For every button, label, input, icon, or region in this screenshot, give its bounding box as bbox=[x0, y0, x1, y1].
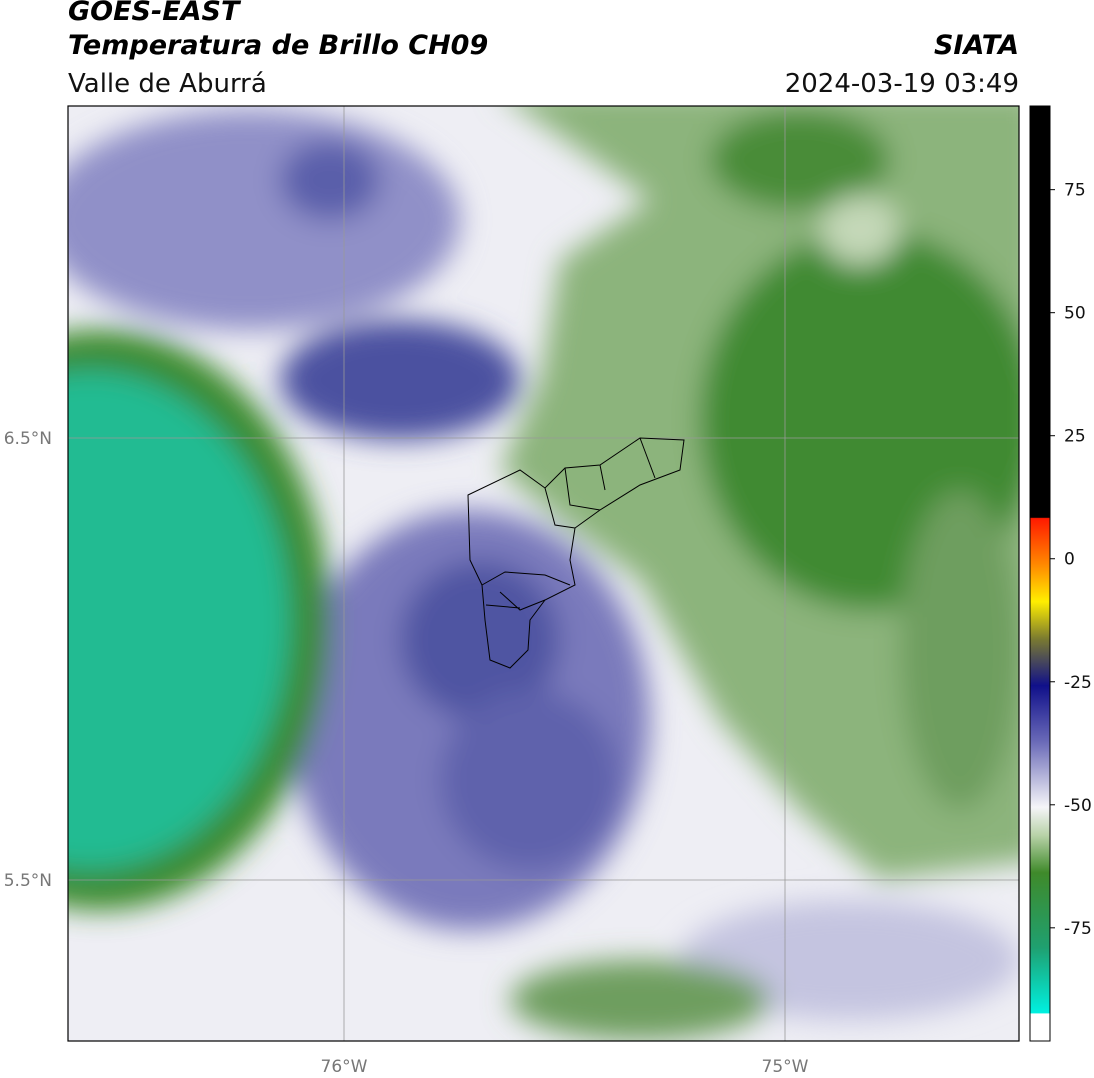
colorbar-tick-label: 75 bbox=[1064, 181, 1086, 201]
subtitle: Temperatura de Brillo CH09 bbox=[68, 30, 488, 61]
colorbar-tick-label: -25 bbox=[1064, 673, 1092, 693]
colorbar: 75 50 25 0 -25 -50 -75 bbox=[1029, 105, 1092, 1042]
colorbar-tick-label: -50 bbox=[1064, 796, 1092, 816]
colorbar-tick-label: 50 bbox=[1064, 304, 1086, 324]
title: GOES-EAST bbox=[68, 0, 242, 27]
datetime: 2024-03-19 03:49 bbox=[785, 69, 1019, 99]
colorbar-tick-label: -75 bbox=[1064, 919, 1092, 939]
municipal-borders bbox=[467, 437, 685, 669]
lon-label: 76°W bbox=[321, 1057, 368, 1077]
colorbar-tick-label: 0 bbox=[1064, 550, 1075, 570]
colorbar-scale bbox=[1029, 105, 1051, 1042]
region: Valle de Aburrá bbox=[68, 69, 267, 99]
satellite-image bbox=[68, 106, 1019, 1041]
colorbar-tick-label: 25 bbox=[1064, 427, 1086, 447]
lat-label: 6.5°N bbox=[4, 429, 52, 449]
source: SIATA bbox=[934, 30, 1019, 61]
lon-label: 75°W bbox=[762, 1057, 809, 1077]
map-frame bbox=[67, 105, 1020, 1042]
lat-label: 5.5°N bbox=[4, 871, 52, 891]
